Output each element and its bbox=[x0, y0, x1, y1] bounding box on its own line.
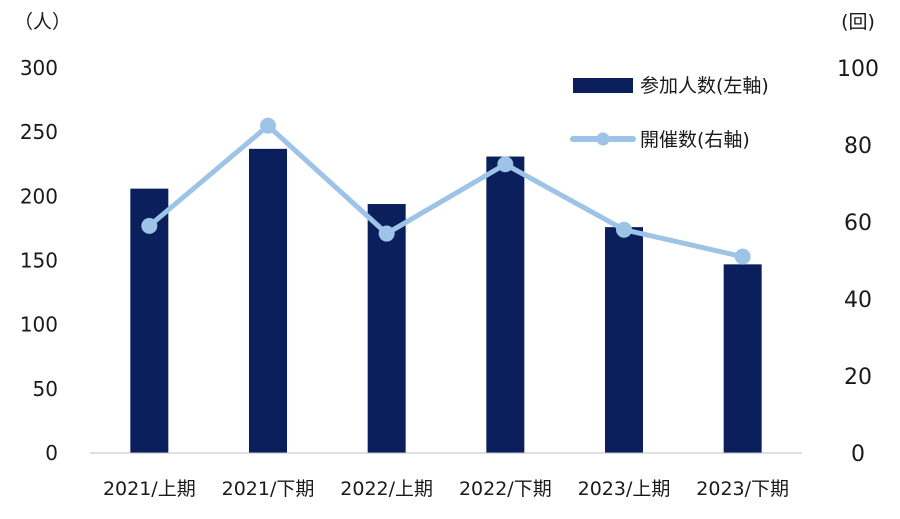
right-tick-label: 60 bbox=[844, 211, 872, 236]
legend: 参加人数(左軸) 開催数(右軸) bbox=[570, 75, 769, 151]
x-tick-label: 2023/上期 bbox=[578, 478, 671, 500]
x-tick-label: 2022/下期 bbox=[459, 478, 552, 500]
line-point bbox=[497, 156, 514, 173]
legend-label-line: 開催数(右軸) bbox=[640, 129, 750, 151]
line-point bbox=[378, 225, 395, 242]
line-point bbox=[260, 117, 276, 134]
line-point bbox=[141, 217, 158, 234]
x-tick-label: 2021/下期 bbox=[222, 478, 315, 500]
x-tick-label: 2023/下期 bbox=[696, 478, 789, 500]
bar bbox=[249, 148, 287, 453]
right-tick-label: 20 bbox=[844, 365, 872, 390]
left-tick-label: 200 bbox=[20, 184, 58, 208]
left-tick-label: 250 bbox=[20, 120, 58, 144]
line-series bbox=[141, 117, 751, 265]
left-tick-label: 300 bbox=[20, 56, 58, 80]
right-tick-label: 100 bbox=[837, 57, 879, 82]
right-tick-label: 80 bbox=[844, 134, 872, 159]
legend-marker bbox=[596, 132, 610, 146]
left-tick-label: 100 bbox=[20, 313, 58, 337]
bar bbox=[486, 156, 525, 454]
right-axis: 100 80 60 40 20 0 bbox=[837, 57, 879, 467]
left-axis: 300 250 200 150 100 50 0 bbox=[20, 56, 58, 465]
x-tick-label: 2021/上期 bbox=[103, 478, 196, 500]
bar bbox=[723, 264, 762, 453]
left-axis-unit: （人） bbox=[14, 11, 71, 33]
legend-swatch-bar bbox=[573, 78, 633, 93]
line-point bbox=[734, 248, 751, 265]
x-axis: 2021/上期 2021/下期 2022/上期 2022/下期 2023/上期 2023/… bbox=[103, 478, 789, 500]
right-axis-unit: (回) bbox=[841, 11, 875, 33]
series-line bbox=[146, 123, 746, 260]
right-tick-label: 40 bbox=[844, 288, 872, 313]
left-tick-label: 50 bbox=[33, 377, 58, 401]
line-point bbox=[616, 221, 632, 238]
bar bbox=[367, 204, 406, 453]
right-tick-label: 0 bbox=[851, 442, 865, 467]
legend-label-bar: 参加人数(左軸) bbox=[640, 75, 769, 97]
x-tick-label: 2022/上期 bbox=[340, 478, 433, 500]
bar-series bbox=[130, 148, 762, 454]
left-tick-label: 0 bbox=[45, 441, 58, 465]
left-tick-label: 150 bbox=[20, 249, 58, 273]
bar bbox=[605, 227, 643, 453]
